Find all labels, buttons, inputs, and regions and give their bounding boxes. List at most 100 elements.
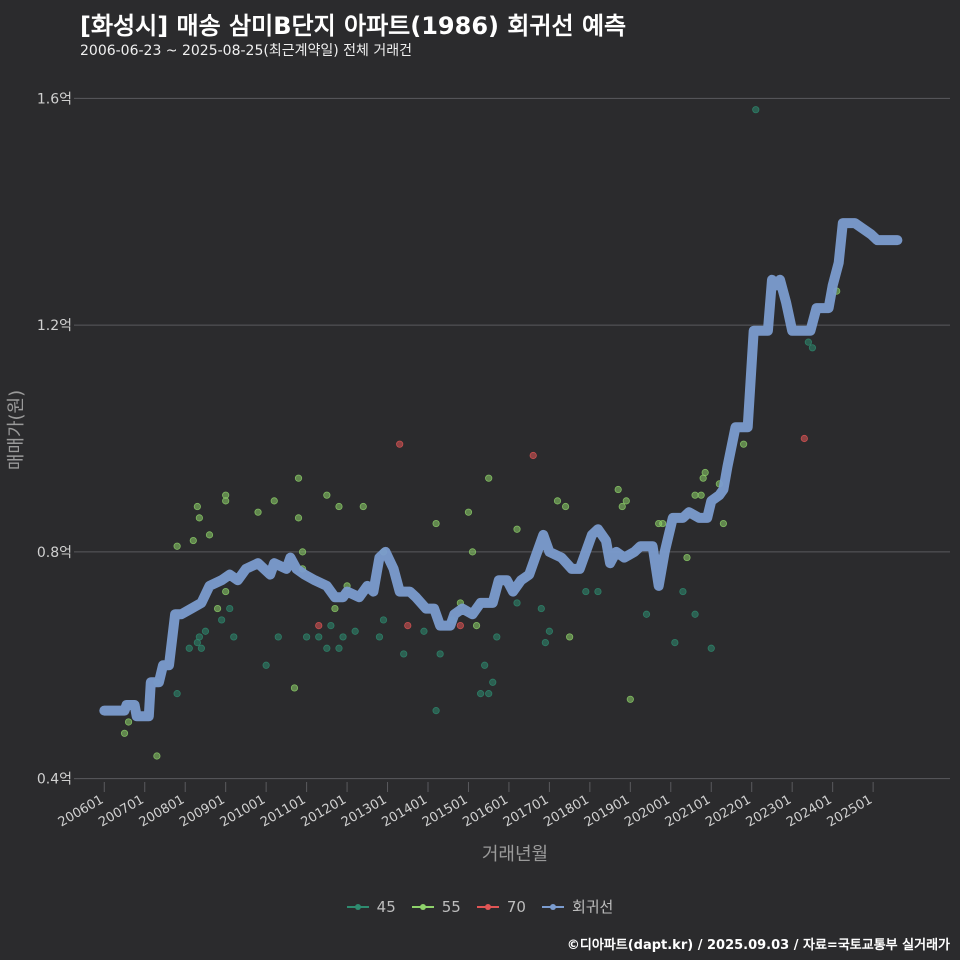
point-70-3 — [456, 621, 464, 630]
y-axis-title: 매매가(원) — [6, 390, 27, 470]
point-55-43 — [697, 491, 705, 499]
point-55-40 — [659, 519, 667, 528]
x-tick-label-6: 201201 — [299, 792, 349, 830]
legend-key-45 — [346, 900, 369, 914]
point-45-28 — [485, 690, 493, 698]
point-55-33 — [561, 502, 570, 511]
x-tick-label-7: 201301 — [339, 792, 389, 830]
point-55-8 — [213, 604, 222, 613]
point-45-38 — [671, 638, 679, 647]
point-45-31 — [513, 599, 521, 607]
point-55-19 — [323, 491, 331, 499]
point-55-27 — [464, 508, 473, 516]
point-55-13 — [270, 497, 278, 505]
point-45-27 — [481, 661, 489, 669]
x-tick-label-3: 200901 — [177, 792, 227, 830]
legend-key-regression — [541, 900, 564, 914]
x-tick-label-19: 202501 — [825, 792, 875, 830]
point-55-11 — [222, 491, 230, 499]
x-tick-label-18: 202401 — [784, 792, 834, 830]
point-55-32 — [553, 497, 562, 505]
point-55-5 — [193, 502, 201, 511]
point-55-6 — [195, 514, 203, 522]
point-55-41 — [683, 553, 691, 562]
point-45-9 — [230, 633, 238, 641]
point-45-8 — [226, 604, 234, 613]
chart-title: [화성시] 매송 삼미B단지 아파트(1986) 회귀선 예측 — [80, 12, 627, 40]
x-tick-label-11: 201701 — [501, 792, 551, 830]
point-55-7 — [205, 531, 214, 539]
point-55-16 — [294, 514, 303, 522]
x-tick-label-12: 201801 — [541, 792, 591, 830]
point-45-1 — [173, 690, 181, 698]
point-45-21 — [400, 650, 408, 658]
y-tick-label-2: 1.2억 — [37, 318, 72, 334]
legend-label-45: 45 — [376, 897, 396, 916]
x-tick-label-1: 200701 — [96, 792, 146, 830]
point-55-9 — [222, 587, 230, 596]
point-55-29 — [472, 621, 481, 630]
point-45-33 — [541, 638, 549, 647]
point-55-34 — [566, 633, 574, 641]
legend-item-45[interactable]: 45 — [346, 896, 396, 917]
point-45-41 — [707, 644, 715, 652]
legend-label-70: 70 — [506, 897, 526, 916]
point-45-2 — [185, 644, 193, 652]
point-55-38 — [626, 695, 634, 703]
point-45-18 — [351, 627, 359, 635]
point-55-28 — [468, 548, 477, 556]
x-tick-label-16: 202201 — [703, 792, 753, 830]
point-45-6 — [201, 627, 210, 635]
x-tick-label-8: 201401 — [380, 792, 430, 830]
point-70-2 — [404, 621, 412, 630]
point-55-36 — [618, 502, 626, 511]
point-55-20 — [331, 604, 339, 613]
point-55-31 — [513, 525, 521, 533]
point-45-17 — [339, 633, 347, 641]
point-45-15 — [327, 621, 335, 630]
point-45-30 — [493, 633, 501, 641]
point-55-45 — [701, 468, 709, 477]
legend-label-55: 55 — [441, 897, 461, 916]
legend-item-regression[interactable]: 회귀선 — [541, 896, 614, 917]
x-tick-label-4: 201001 — [218, 792, 268, 830]
point-45-5 — [197, 644, 205, 652]
point-55-15 — [294, 474, 303, 482]
point-45-32 — [537, 604, 545, 613]
x-tick-label-9: 201501 — [420, 792, 470, 830]
point-45-12 — [303, 633, 311, 641]
point-45-4 — [195, 633, 203, 641]
point-45-40 — [691, 610, 699, 618]
point-45-10 — [262, 661, 270, 669]
point-70-4 — [529, 451, 537, 460]
point-45-11 — [274, 633, 282, 641]
point-70-5 — [800, 434, 808, 443]
point-45-37 — [642, 610, 651, 618]
point-55-17 — [298, 548, 307, 556]
point-45-35 — [582, 587, 590, 596]
x-tick-label-2: 200801 — [137, 792, 187, 830]
point-55-21 — [335, 502, 343, 511]
point-45-43 — [804, 338, 812, 346]
x-tick-label-15: 202101 — [663, 792, 713, 830]
source-credit: ©디아파트(dapt.kr) / 2025.09.03 / 자료=국토교통부 실… — [566, 938, 950, 953]
legend-label-regression: 회귀선 — [571, 898, 614, 916]
point-55-0 — [120, 729, 129, 737]
legend-item-55[interactable]: 55 — [411, 896, 461, 917]
x-tick-label-10: 201601 — [460, 792, 510, 830]
x-tick-label-0: 200601 — [56, 792, 106, 830]
chart-subtitle: 2006-06-23 ~ 2025-08-25(최근계약일) 전체 거래건 — [80, 43, 412, 59]
x-tick-label-17: 202301 — [744, 792, 794, 830]
x-axis-title: 거래년월 — [482, 844, 548, 865]
legend: 45 55 70 회귀선 — [0, 896, 960, 917]
point-55-4 — [189, 536, 197, 545]
x-tick-label-5: 201101 — [258, 792, 308, 830]
point-45-42 — [752, 106, 760, 114]
point-55-48 — [740, 440, 748, 448]
legend-item-70[interactable]: 70 — [476, 896, 526, 917]
point-55-30 — [485, 474, 493, 482]
point-55-12 — [254, 508, 262, 516]
point-45-44 — [808, 344, 817, 352]
point-70-0 — [315, 621, 323, 630]
point-55-23 — [359, 502, 367, 511]
